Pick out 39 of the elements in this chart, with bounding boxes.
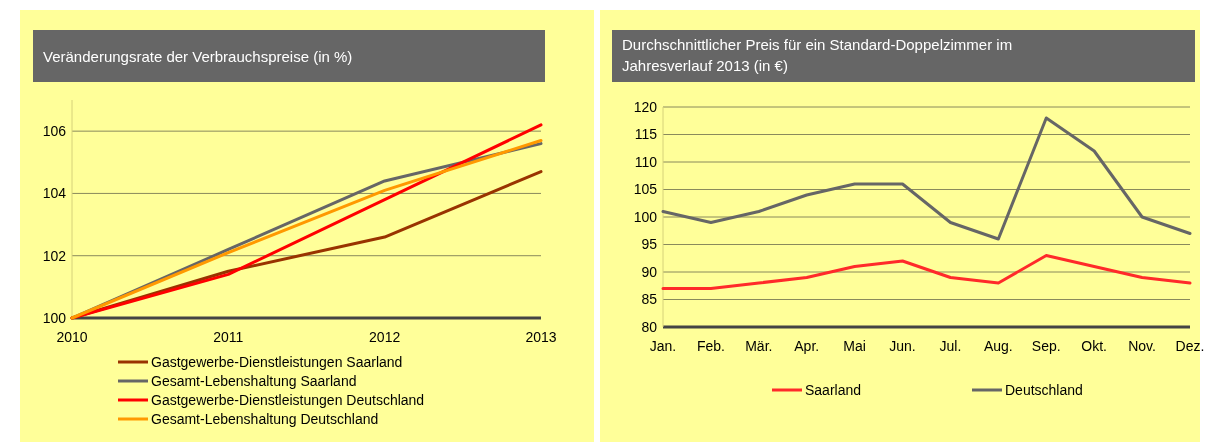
x-tick-label: Aug.	[983, 338, 1013, 354]
legend-label: Saarland	[805, 381, 862, 398]
x-tick-label: Jun.	[889, 338, 916, 354]
legend-label: Gastgewerbe-Dienstleistungen Deutschland	[151, 391, 425, 408]
chart-title: Durchschnittlicher Preis für ein Standard-Doppelzimmer im Jahresverlauf 2013 (in €)	[622, 36, 1013, 74]
y-tick-label: 110	[634, 153, 658, 170]
line-series	[661, 116, 1192, 241]
line-series	[661, 254, 1192, 290]
x-tick-label: 2012	[369, 329, 401, 345]
x-tick-label: Mär.	[745, 338, 773, 354]
y-tick-label: 100	[633, 208, 658, 225]
x-tick-label: Jul.	[939, 338, 962, 354]
y-tick-label: 105	[633, 181, 658, 198]
x-tick-label: Mai	[843, 338, 866, 354]
x-tick-label: Apr.	[794, 338, 820, 354]
y-tick-label: 120	[633, 98, 658, 115]
legend-label: Gesamt-Lebenshaltung Saarland	[151, 372, 357, 389]
legend-label: Deutschland	[1005, 381, 1083, 398]
legend-label: Gastgewerbe-Dienstleistungen Saarland	[151, 353, 403, 370]
x-tick-label: 2011	[213, 329, 244, 345]
x-tick-label: Feb.	[696, 338, 725, 354]
x-tick-label: Okt.	[1081, 338, 1108, 354]
y-tick-label: 80	[641, 318, 658, 335]
y-tick-label: 115	[634, 126, 658, 143]
x-tick-label: Nov.	[1128, 338, 1156, 354]
y-tick-label: 106	[42, 123, 67, 140]
y-tick-label: 95	[641, 236, 658, 253]
x-tick-label: 2010	[56, 329, 88, 345]
x-tick-label: Sep.	[1031, 338, 1061, 354]
y-tick-label: 100	[42, 309, 67, 326]
y-tick-label: 104	[42, 185, 67, 202]
chart-title: Veränderungsrate der Verbrauchspreise (in %)	[43, 48, 353, 65]
x-tick-label: Dez.	[1175, 338, 1205, 354]
y-tick-label: 85	[641, 291, 658, 308]
legend-label: Gesamt-Lebenshaltung Deutschland	[151, 410, 379, 427]
x-tick-label: Jan.	[649, 338, 677, 354]
x-tick-label: 2013	[525, 329, 557, 345]
y-tick-label: 102	[42, 247, 67, 264]
y-tick-label: 90	[641, 263, 658, 280]
